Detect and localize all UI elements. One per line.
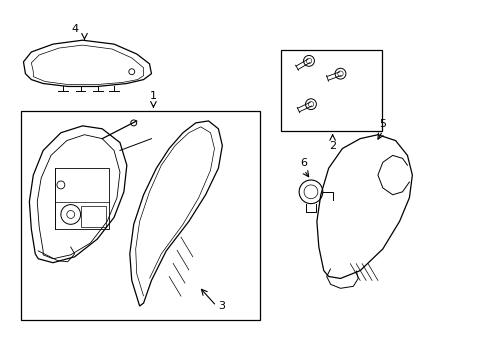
Text: 1: 1 — [150, 91, 157, 101]
Text: 2: 2 — [328, 141, 335, 150]
Bar — [281, 50, 381, 131]
Text: 6: 6 — [300, 158, 307, 168]
Text: 3: 3 — [218, 301, 225, 311]
Bar — [55, 168, 109, 229]
Bar — [21, 111, 259, 320]
Text: 5: 5 — [379, 119, 386, 129]
Text: 4: 4 — [71, 24, 78, 34]
Bar — [81, 206, 106, 227]
